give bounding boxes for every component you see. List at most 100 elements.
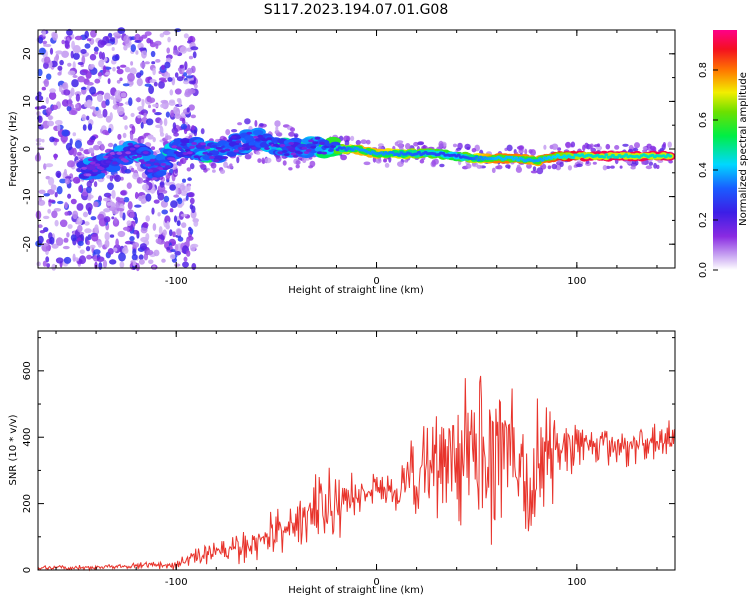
spectrogram-halo-blob [173,132,180,137]
spectrogram-noise-blob [102,129,109,135]
spectrogram-ridge-cell [169,157,176,161]
spectrogram-noise-blob [140,61,146,69]
spectrogram-noise-blob [188,226,192,232]
spectrogram-ridge-cell [310,145,317,149]
spectrogram-noise-blob [116,79,121,84]
spectrogram-noise-blob [124,125,128,130]
spectrogram-noise-blob [148,104,151,109]
spectrogram-noise-blob [165,111,170,118]
spectrogram-halo-blob [632,147,639,152]
spectrogram-halo-blob [301,156,307,163]
spectrogram-halo-blob [642,146,648,151]
spectrogram-halo-blob [471,162,479,168]
spectrogram-ridge-cell [261,138,268,142]
spectrogram-noise-blob [65,142,73,151]
spectrogram-noise-blob [59,219,68,228]
spectrogram-ridge-cell [275,144,281,148]
spectrogram-noise-blob [143,253,149,261]
spectrogram-halo-blob [142,179,149,184]
colorbar-tick-label: 0.0 [698,262,709,278]
spectrogram-halo-blob [375,158,382,164]
spectrogram-noise-blob [123,45,128,51]
spectrogram-noise-blob [116,102,124,107]
spectrogram-noise-blob [155,124,163,129]
spectrogram-halo-blob [350,135,355,141]
spectrogram-noise-blob [67,62,72,67]
spectrogram-noise-blob [89,86,97,95]
spectrogram-halo-blob [159,180,165,188]
spectrogram-halo-blob [200,128,205,135]
colorbar-tick-label: 0.8 [698,62,709,78]
spectrogram-noise-blob [189,204,194,210]
spectrogram-halo-blob [231,129,238,133]
spectrogram-noise-blob [141,98,145,108]
spectrogram-noise-blob [77,240,84,246]
spectrogram-ridge-cell [246,131,253,135]
spectrogram-noise-blob [72,61,76,70]
spectrogram-noise-blob [169,254,176,260]
spectrogram-noise-blob [114,90,123,99]
spectrogram-noise-blob [190,46,199,51]
spectrogram-halo-blob [295,160,301,165]
spectrogram-noise-blob [116,208,125,212]
spectrogram-noise-blob [174,113,182,119]
spectrogram-halo-blob [109,175,114,182]
spectrogram-halo-blob [363,161,371,166]
spectrogram-noise-blob [137,114,142,119]
spectrogram-noise-blob [89,244,96,249]
spectrogram-noise-blob [172,49,180,56]
spectrogram-noise-blob [37,224,43,229]
spectrogram-noise-blob [102,65,107,74]
spectrogram-noise-blob [54,138,60,143]
spectrogram-noise-blob [46,120,55,127]
spectrogram-ridge-cell [316,151,323,155]
spectrogram-noise-blob [188,80,196,85]
spectrogram-noise-blob [107,142,114,148]
spectrogram-noise-blob [97,140,103,146]
snr-plot-area [38,331,675,570]
spectrogram-halo-blob [596,143,601,147]
spectrogram-ridge-cell [123,159,129,163]
spectrogram-noise-blob [104,239,110,248]
spectrogram-ridge-cell [184,149,191,152]
spectrogram-noise-blob [84,30,89,39]
spectrogram-ridge-cell [297,151,303,155]
spectrogram-ridge-cell [571,156,576,159]
spectrogram-halo-blob [164,135,172,140]
spectrogram-noise-blob [173,194,180,198]
spectrogram-noise-blob [67,224,73,229]
spectrogram-noise-blob [48,91,57,101]
spectrogram-noise-blob [72,210,79,220]
spectrogram-noise-blob [155,238,162,244]
spectrogram-noise-blob [189,197,195,205]
spectrogram-ridge-cell [308,139,314,143]
spectrogram-noise-blob [44,56,51,64]
spectrogram-ridge-cell [202,151,209,155]
spectrogram-noise-blob [174,263,181,267]
spectrogram-noise-blob [177,236,184,242]
spectrogram-noise-blob [47,115,54,121]
spectrogram-noise-blob [129,67,137,75]
spectrogram-noise-blob [67,193,72,199]
colorbar-tick-label: 0.4 [698,162,709,178]
spectrogram-ridge-cell [195,144,202,148]
spectrogram-ridge-cell [178,154,184,158]
spectrogram-ridge-cell [350,148,355,152]
spectrogram-noise-blob [71,79,79,88]
spectrogram-noise-blob [179,64,184,69]
spectrogram-ridge-cell [101,170,107,174]
spectrogram-halo-blob [551,143,559,150]
colorbar: 0.0 0.2 0.4 0.6 0.8 Normalized spectral ampl… [698,30,749,278]
spectrogram-noise-blob [95,106,99,111]
spectrogram-noise-blob [144,83,152,87]
y-tick-label: 0 [22,567,33,573]
spectrogram-ridge-cell [335,148,340,152]
spectrogram-halo-blob [140,139,145,144]
spectrogram-ridge-cell [158,167,165,171]
spectrogram-noise-blob [186,67,193,76]
spectrogram-noise-blob [96,256,105,263]
spectrogram-noise-blob [72,147,77,157]
spectrogram-halo-blob [464,143,471,150]
spectrogram-noise-blob [136,177,144,184]
spectrogram-noise-blob [145,233,150,241]
